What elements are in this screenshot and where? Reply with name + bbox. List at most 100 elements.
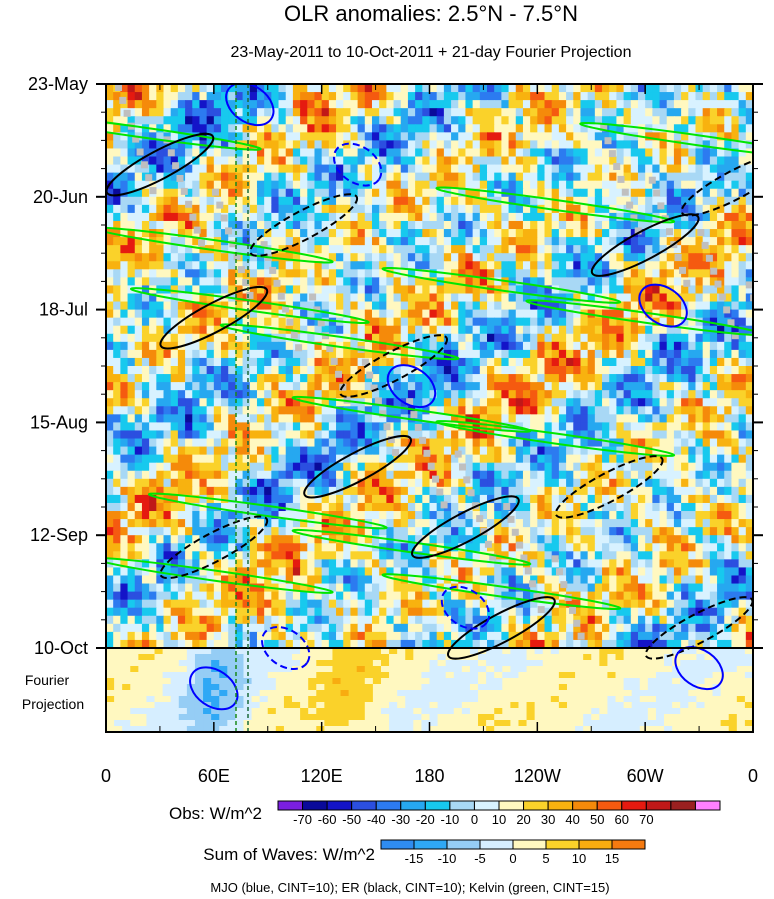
olr-cell [321,180,330,190]
olr-cell [127,502,136,512]
olr-cell [702,430,711,440]
olr-cell [221,132,229,141]
olr-cell [163,301,172,311]
olr-cell [580,486,589,496]
olr-cell [738,212,747,222]
olr-cell [350,108,359,117]
olr-cell [731,108,740,117]
olr-cell [415,309,423,319]
olr-cell [702,349,711,359]
olr-cell [623,245,632,254]
olr-cell [221,245,229,254]
olr-cell [300,164,308,174]
olr-cell [637,374,646,383]
olr-cell [307,269,316,278]
olr-cell [278,349,287,359]
olr-cell [702,486,711,496]
olr-cell [709,406,718,415]
olr-cell [407,494,416,504]
olr-cell [400,438,409,448]
olr-cell [156,333,165,343]
olr-cell [264,494,272,504]
olr-cell [249,269,258,278]
olr-cell [458,502,467,512]
olr-cell [731,229,740,238]
olr-cell [508,204,517,214]
olr-cell [709,277,718,287]
olr-cell [221,494,229,504]
olr-cell [645,333,653,343]
olr-cell [314,511,323,520]
olr-cell [170,470,179,480]
olr-cell [120,212,129,222]
olr-cell [321,357,330,367]
olr-cell [616,502,625,512]
olr-cell [616,196,625,206]
olr-cell [163,180,172,190]
olr-cell [544,325,553,335]
olr-cell [472,164,481,174]
olr-cell [465,277,474,287]
olr-cell [458,277,467,287]
olr-cell [221,357,229,367]
olr-cell [443,301,452,311]
olr-cell [235,148,244,158]
olr-cell [566,502,574,512]
olr-cell [436,164,445,174]
olr-cell [199,494,208,504]
olr-cell [573,132,582,141]
olr-cell [278,148,287,158]
olr-cell [551,454,560,464]
olr-cell [501,164,510,174]
olr-cell [127,430,136,440]
olr-cell [192,148,201,158]
olr-cell [508,414,517,423]
olr-cell [300,341,308,351]
olr-cell [350,229,359,238]
olr-cell [602,245,610,254]
olr-cell [343,382,352,391]
olr-cell [271,204,280,214]
olr-cell [580,164,589,174]
olr-cell [242,486,251,496]
olr-cell [637,390,646,399]
olr-cell [393,382,402,391]
olr-cell [400,382,409,391]
olr-cell [602,116,610,125]
olr-cell [580,156,589,166]
olr-cell [120,100,129,109]
olr-cell [170,374,179,383]
olr-cell [235,245,244,254]
olr-cell [537,269,546,278]
olr-cell [206,269,215,278]
olr-cell [652,237,661,246]
olr-cell [443,325,452,335]
olr-cell [587,156,596,166]
olr-cell [508,309,517,319]
olr-cell [249,108,258,117]
olr-cell [436,100,445,109]
olr-cell [731,325,740,335]
olr-cell [630,414,639,423]
olr-cell [673,172,682,182]
olr-cell [278,229,287,238]
olr-cell [422,382,431,391]
olr-cell [695,414,704,423]
olr-cell [479,220,488,230]
olr-cell [659,349,668,359]
olr-cell [487,301,495,311]
olr-cell [709,261,718,270]
olr-cell [429,390,438,399]
olr-cell [271,124,280,133]
olr-cell [156,164,165,174]
olr-cell [494,446,502,456]
olr-cell [451,132,459,141]
olr-cell [666,245,675,254]
olr-cell [235,494,244,504]
olr-cell [235,478,244,488]
olr-cell [745,156,753,166]
olr-cell [264,502,272,512]
olr-cell [609,132,618,141]
olr-cell [537,100,546,109]
olr-cell [113,374,121,383]
